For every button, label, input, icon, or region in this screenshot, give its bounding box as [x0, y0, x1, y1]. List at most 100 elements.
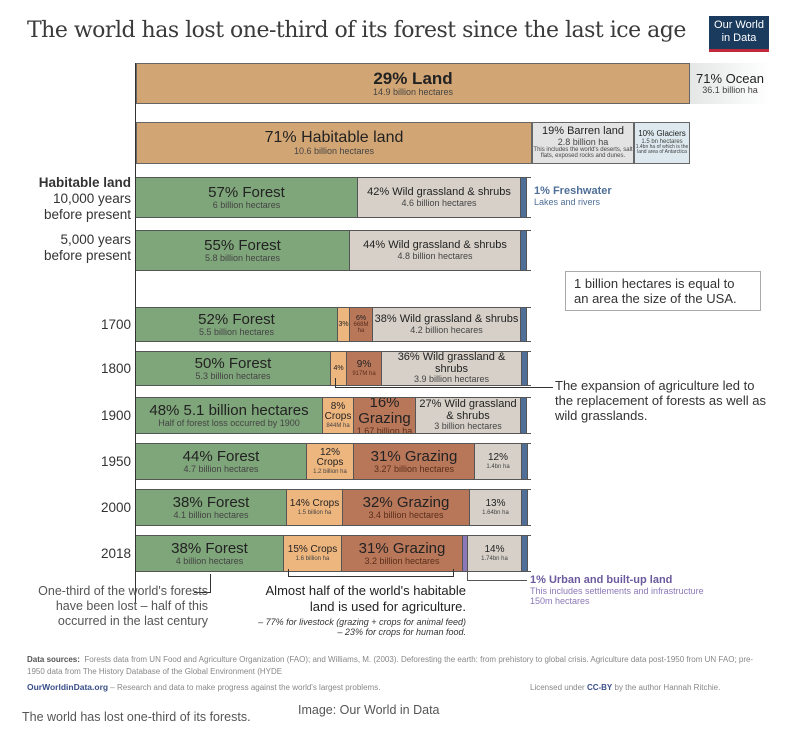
row-bar: 55% Forest 5.8 billion hectares 44% Wild g…: [136, 230, 531, 271]
grazing-sublabel: 1.67 billion ha: [356, 425, 413, 433]
forest-sublabel: 4.1 billion hectares: [173, 509, 249, 520]
glaciers-segment: 10% Glaciers 1.5 bn hectares 1.4bn ha of…: [634, 122, 690, 164]
urban-bracket-v: [467, 568, 468, 580]
grazing-segment: 9% 917M ha: [347, 352, 382, 385]
crops-sublabel: 844M ha: [326, 422, 350, 429]
axis-line: [135, 63, 136, 603]
land-ocean-bar: 29% Land 14.9 billion hectares 71% Ocean…: [136, 63, 770, 104]
row-label: 1800: [101, 361, 131, 377]
caption-credit: Image: Our World in Data: [298, 703, 440, 717]
row-label: 1950: [101, 454, 131, 470]
grazing-label: 32% Grazing: [362, 493, 450, 511]
forest-sublabel: 4.7 billion hectares: [183, 463, 259, 474]
grassland-segment: 13% 1.64bn ha: [470, 490, 522, 525]
grazing-label: 16% Grazing: [358, 398, 411, 427]
forest-label: 44% Forest: [182, 447, 260, 465]
glaciers-sub: 1.5 bn hectares: [641, 138, 683, 145]
forest-label: 38% Forest: [172, 493, 250, 511]
land-breakdown-bar: 71% Habitable land 10.6 billion hectares…: [136, 122, 690, 164]
urban-sub2: 150m hectares: [530, 596, 590, 606]
freshwater-segment: [521, 398, 527, 433]
grazing-label: 6%: [355, 314, 367, 322]
row-label-line1: 1800: [100, 360, 131, 376]
grassland-segment: 44% Wild grassland & shrubs 4.8 billion h…: [350, 231, 521, 270]
license: Licensed under CC-BY by the author Hanna…: [530, 677, 720, 695]
usa-note: 1 billion hectares is equal to an area t…: [565, 271, 761, 311]
grazing-segment: 6% 668M ha: [350, 308, 373, 341]
freshwater-segment: [521, 231, 527, 270]
row-bar: 38% Forest 4.1 billion hectares 14% Crops 1…: [136, 489, 531, 526]
forest-sublabel: 5.3 billion hectares: [195, 370, 271, 381]
data-sources: Data sources: Forests data from UN Food …: [27, 653, 767, 677]
grassland-sublabel: 3.9 billion hectares: [413, 374, 490, 385]
license-link[interactable]: CC-BY: [586, 683, 613, 692]
forest-label: 57% Forest: [208, 183, 285, 201]
forest-sublabel: 5.8 billion hectares: [204, 252, 281, 263]
agri-note-sub1: – 77% for livestock (grazing + crops for…: [258, 617, 466, 627]
grassland-sublabel: 1.4bn ha: [486, 463, 510, 470]
forest-loss-bracket: [210, 574, 211, 592]
row-label-line1: 10,000 years: [52, 191, 131, 206]
freshwater-segment: [521, 308, 527, 341]
agriculture-note: Almost half of the world's habitable lan…: [250, 583, 466, 637]
forest-segment: 52% Forest 5.5 billion hectares: [136, 308, 338, 341]
owid-tagline: – Research and data to make progress aga…: [108, 683, 381, 692]
license-prefix: Licensed under: [530, 683, 587, 692]
expansion-bracket-tick: [335, 378, 336, 388]
grassland-label: 42% Wild grassland & shrubs: [367, 186, 511, 198]
forest-sublabel: 6 billion hectares: [212, 199, 281, 210]
forest-label: 50% Forest: [194, 354, 272, 372]
forest-sublabel: 5.5 billion hectares: [198, 326, 275, 337]
grassland-segment: 42% Wild grassland & shrubs 4.6 billion h…: [358, 178, 521, 217]
urban-sub1: This includes settlements and infrastruc…: [530, 586, 704, 596]
grassland-sublabel: 4.6 billion hectares: [401, 197, 477, 208]
urban-annotation: 1% Urban and built-up land This includes…: [530, 574, 704, 606]
grazing-label: 31% Grazing: [370, 447, 458, 465]
chart-title: The world has lost one-third of its fore…: [27, 18, 686, 43]
row-bar: 48% 5.1 billion hectares Half of forest l…: [136, 397, 531, 434]
glaciers-note: 1.4bn ha of which is the land area of An…: [635, 144, 689, 156]
row-label-line2: before present: [43, 207, 131, 222]
urban-bracket-h: [467, 580, 527, 581]
crops-label: 8% Crops: [324, 400, 352, 423]
barren-label: 19% Barren land: [542, 125, 624, 138]
crops-segment: 3%: [338, 308, 350, 341]
row-label-line1: 1900: [100, 407, 131, 423]
crops-segment: 14% Crops 1.5 billion ha: [287, 490, 343, 525]
grassland-sublabel: 4.8 billion hectares: [397, 250, 473, 261]
freshwater-annotation: 1% Freshwater Lakes and rivers: [534, 185, 612, 207]
land-sub: 14.9 billion hectares: [372, 86, 454, 97]
ocean-segment: 71% Ocean 36.1 billion ha: [690, 63, 770, 104]
crops-segment: 15% Crops 1.6 billion ha: [284, 536, 342, 571]
urban-segment: [463, 536, 468, 571]
owid-footer: OurWorldinData.org – Research and data t…: [27, 677, 380, 695]
grazing-sublabel: 3.4 billion hectares: [368, 509, 444, 520]
sources-label: Data sources:: [27, 655, 80, 664]
agri-note-main: Almost half of the world's habitable lan…: [265, 583, 466, 614]
forest-sublabel: 4 billion hectares: [175, 555, 244, 566]
freshwater-segment: [522, 352, 528, 385]
grassland-label: 13%: [485, 498, 506, 510]
grazing-segment: 31% Grazing 3.27 billion hectares: [354, 444, 475, 479]
grazing-segment: 32% Grazing 3.4 billion hectares: [343, 490, 470, 525]
grassland-segment: 12% 1.4bn ha: [475, 444, 522, 479]
row-label: 1700: [101, 317, 131, 333]
freshwater-segment: [522, 490, 528, 525]
crops-label: 3%: [338, 320, 349, 328]
forest-loss-bracket-h: [194, 592, 211, 593]
forest-label: 48% 5.1 billion hectares: [149, 401, 309, 419]
grassland-label: 36% Wild grassland & shrubs: [397, 352, 506, 375]
row-label: 2018: [101, 546, 131, 562]
urban-title: 1% Urban and built-up land: [530, 574, 673, 586]
owid-logo[interactable]: Our World in Data: [709, 16, 769, 52]
habitable-label: 71% Habitable land: [264, 128, 404, 146]
crops-label: 15% Crops: [287, 544, 338, 556]
crops-segment: 12% Crops 1.2 billion ha: [307, 444, 354, 479]
ocean-sub: 36.1 billion ha: [702, 84, 758, 95]
logo-line1: Our World: [714, 19, 764, 31]
crops-sublabel: 1.2 billion ha: [313, 468, 347, 475]
barren-note: This includes the world's deserts, salt …: [533, 147, 633, 160]
forest-label: 38% Forest: [171, 539, 248, 557]
owid-link[interactable]: OurWorldinData.org: [27, 682, 109, 692]
barren-sub: 2.8 billion ha: [557, 136, 609, 147]
